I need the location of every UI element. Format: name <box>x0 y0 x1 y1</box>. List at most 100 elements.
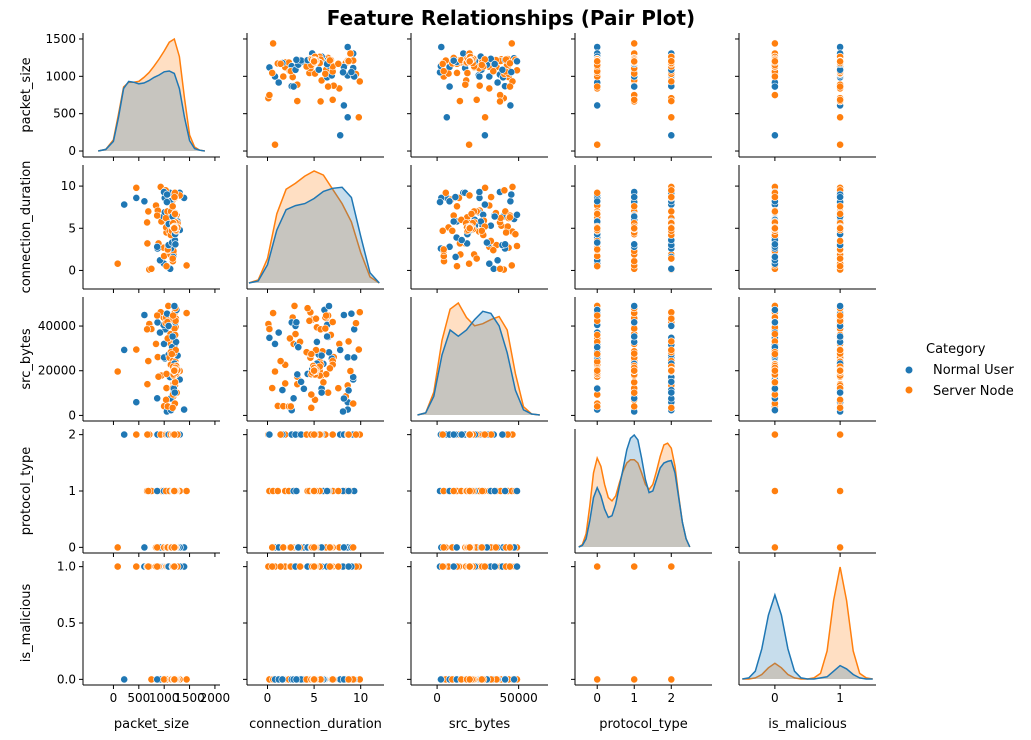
y-tick-label: 0 <box>68 408 76 422</box>
point-packet-size-vs-src-bytes <box>480 131 489 140</box>
y-tick-label: 0.0 <box>57 672 76 686</box>
point-connection-duration-vs-protocol-type <box>593 224 602 233</box>
point-src-bytes-vs-is-malicious <box>836 388 844 397</box>
point-connection-duration-vs-src-bytes <box>505 213 514 222</box>
point-packet-size-vs-connection-duration <box>276 59 285 68</box>
point-connection-duration-vs-src-bytes <box>465 224 474 233</box>
point-src-bytes-vs-connection-duration <box>269 309 277 317</box>
x-tick-label: 10 <box>353 691 368 705</box>
point-src-bytes-vs-connection-duration <box>310 366 318 375</box>
kde-area-packet-size-normal-user <box>98 71 205 151</box>
point-packet-size-vs-src-bytes <box>463 69 472 77</box>
point-is-malicious-vs-connection-duration <box>334 562 343 571</box>
point-is-malicious-vs-packet-size <box>132 562 141 571</box>
point-src-bytes-vs-connection-duration <box>297 377 305 386</box>
point-src-bytes-vs-packet-size <box>162 395 170 404</box>
point-src-bytes-vs-connection-duration <box>344 337 353 346</box>
point-connection-duration-vs-packet-size <box>143 239 152 248</box>
point-protocol-type-vs-packet-size <box>144 487 153 495</box>
panel-connection-duration-vs-connection-duration <box>246 165 384 293</box>
point-connection-duration-vs-src-bytes <box>480 200 489 209</box>
point-src-bytes-vs-connection-duration <box>292 318 301 327</box>
y-tick-label: 10 <box>61 179 76 193</box>
point-connection-duration-vs-protocol-type <box>593 262 602 271</box>
point-protocol-type-vs-packet-size <box>153 487 162 495</box>
point-protocol-type-vs-is-malicious <box>771 487 779 495</box>
point-packet-size-vs-src-bytes <box>481 113 489 122</box>
point-packet-size-vs-protocol-type <box>593 57 602 66</box>
point-connection-duration-vs-packet-size <box>144 207 153 216</box>
point-protocol-type-vs-src-bytes <box>439 543 448 552</box>
point-src-bytes-vs-packet-size <box>169 311 177 320</box>
point-src-bytes-vs-packet-size <box>143 380 152 389</box>
point-is-malicious-vs-packet-size <box>144 562 153 571</box>
point-src-bytes-vs-packet-size <box>171 378 179 387</box>
point-protocol-type-vs-packet-size <box>113 543 122 552</box>
point-connection-duration-vs-src-bytes <box>487 193 495 201</box>
point-connection-duration-vs-src-bytes <box>449 217 458 226</box>
point-packet-size-vs-src-bytes <box>438 60 447 68</box>
point-protocol-type-vs-connection-duration <box>344 430 353 439</box>
point-is-malicious-vs-packet-size <box>153 562 162 571</box>
point-connection-duration-vs-packet-size <box>120 200 129 209</box>
point-packet-size-vs-src-bytes <box>493 78 502 87</box>
point-is-malicious-vs-connection-duration <box>310 675 318 684</box>
point-is-malicious-vs-src-bytes <box>438 562 447 571</box>
point-src-bytes-vs-packet-size <box>113 367 122 376</box>
point-src-bytes-vs-protocol-type <box>667 403 676 412</box>
point-is-malicious-vs-protocol-type <box>593 562 602 571</box>
point-connection-duration-vs-packet-size <box>162 198 171 206</box>
point-is-malicious-vs-src-bytes <box>501 675 509 684</box>
point-packet-size-vs-connection-duration <box>346 49 355 58</box>
x-tick-label: 0 <box>110 691 118 705</box>
point-protocol-type-vs-src-bytes <box>490 487 499 495</box>
point-protocol-type-vs-connection-duration <box>323 487 331 495</box>
point-packet-size-vs-src-bytes <box>439 67 448 76</box>
point-connection-duration-vs-packet-size <box>170 193 179 201</box>
point-packet-size-vs-src-bytes <box>496 97 504 106</box>
panel-src-bytes-vs-protocol-type <box>571 297 712 425</box>
y-tick-label: 1.0 <box>57 560 76 574</box>
point-src-bytes-vs-packet-size <box>168 332 177 341</box>
point-packet-size-vs-connection-duration <box>268 69 277 77</box>
point-packet-size-vs-src-bytes <box>449 56 458 65</box>
point-connection-duration-vs-protocol-type <box>630 212 639 221</box>
point-packet-size-vs-src-bytes <box>507 68 516 76</box>
point-src-bytes-vs-is-malicious <box>771 305 779 314</box>
point-connection-duration-vs-src-bytes <box>453 202 461 211</box>
point-protocol-type-vs-connection-duration <box>344 487 353 495</box>
point-src-bytes-vs-connection-duration <box>346 367 355 375</box>
point-packet-size-vs-connection-duration <box>339 101 348 110</box>
point-packet-size-vs-src-bytes <box>461 80 470 89</box>
point-src-bytes-vs-is-malicious <box>771 378 779 387</box>
point-src-bytes-vs-connection-duration <box>336 345 345 354</box>
point-protocol-type-vs-is-malicious <box>771 430 779 439</box>
point-protocol-type-vs-connection-duration <box>294 543 303 552</box>
point-src-bytes-vs-connection-duration <box>334 384 343 393</box>
point-src-bytes-vs-is-malicious <box>836 311 844 320</box>
panel-connection-duration-vs-protocol-type <box>571 165 712 293</box>
point-src-bytes-vs-packet-size <box>172 337 180 346</box>
point-src-bytes-vs-connection-duration <box>312 337 321 346</box>
point-packet-size-vs-connection-duration <box>316 97 325 106</box>
point-is-malicious-vs-protocol-type <box>667 675 676 684</box>
point-connection-duration-vs-protocol-type <box>667 186 676 195</box>
point-packet-size-vs-src-bytes <box>485 84 494 93</box>
point-is-malicious-vs-protocol-type <box>630 675 639 684</box>
point-packet-size-vs-connection-duration <box>292 55 301 64</box>
point-src-bytes-vs-connection-duration <box>344 386 353 395</box>
x-tick-label: 0 <box>771 691 779 705</box>
point-protocol-type-vs-src-bytes <box>480 430 489 439</box>
point-connection-duration-vs-src-bytes <box>477 226 486 235</box>
point-src-bytes-vs-connection-duration <box>293 370 302 379</box>
y-axis-label-src-bytes: src_bytes <box>19 328 34 390</box>
panel-protocol-type-vs-connection-duration <box>243 429 384 557</box>
point-packet-size-vs-connection-duration <box>343 43 352 51</box>
point-is-malicious-vs-packet-size <box>170 562 179 571</box>
point-is-malicious-vs-connection-duration <box>328 675 337 684</box>
x-axis-label-protocol-type: protocol_type <box>599 717 688 732</box>
